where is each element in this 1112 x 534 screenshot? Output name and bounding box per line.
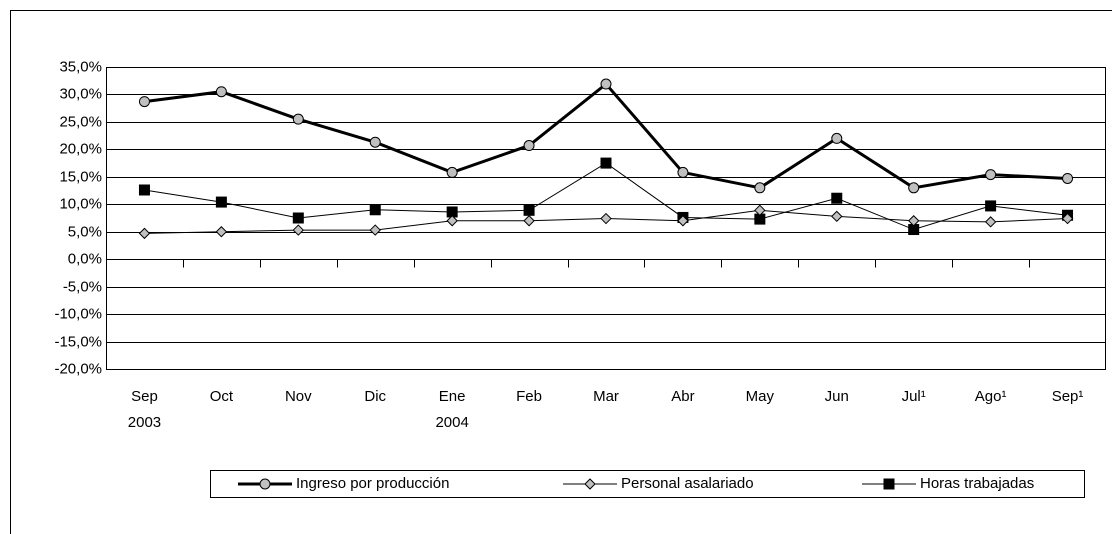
x-tick-label: Nov [285, 388, 312, 405]
marker [523, 215, 535, 227]
x-tick-label: Ene 2004 [435, 388, 468, 431]
x-tick-label: Jul¹ [902, 388, 926, 405]
marker [138, 184, 150, 196]
x-tick-label: Feb [516, 388, 542, 405]
y-tick-label: 20,0% [59, 140, 102, 157]
marker [446, 215, 458, 227]
marker [908, 182, 920, 194]
marker [985, 200, 997, 212]
series [138, 204, 1074, 240]
marker [584, 478, 596, 490]
y-tick-label: -15,0% [54, 333, 102, 350]
marker [754, 204, 766, 217]
marker [369, 136, 381, 148]
y-tick-label: 25,0% [59, 113, 102, 130]
marker [600, 157, 612, 169]
marker [369, 204, 381, 216]
marker [883, 478, 895, 490]
marker [677, 215, 689, 227]
marker [138, 227, 151, 240]
marker [1061, 212, 1074, 225]
legend-item: Horas trabajadas [862, 475, 1034, 492]
marker [985, 169, 997, 181]
marker [259, 478, 271, 490]
marker [831, 210, 843, 223]
marker [523, 204, 535, 216]
marker [292, 113, 304, 125]
x-tick-label: Sep¹ [1052, 388, 1084, 405]
legend-label: Horas trabajadas [920, 475, 1034, 492]
marker [215, 196, 227, 208]
legend-item: Personal asalariado [563, 475, 754, 492]
marker [831, 192, 843, 204]
marker [215, 86, 227, 98]
marker [600, 78, 612, 90]
marker [215, 226, 228, 238]
marker [677, 166, 689, 178]
marker [754, 182, 766, 194]
y-tick-label: 0,0% [68, 250, 102, 267]
legend-label: Ingreso por producción [296, 475, 449, 492]
y-tick-label: -5,0% [63, 278, 102, 295]
marker [984, 216, 997, 228]
x-tick-label: Oct [210, 388, 234, 405]
y-tick-label: 15,0% [59, 168, 102, 185]
marker [446, 166, 458, 178]
marker [369, 224, 381, 236]
y-tick-label: 35,0% [59, 58, 102, 75]
legend-label: Personal asalariado [621, 475, 754, 492]
x-tick-label: Sep 2003 [128, 388, 161, 431]
x-tick-label: May [746, 388, 775, 405]
y-tick-label: 5,0% [68, 223, 102, 240]
x-tick-label: Dic [364, 388, 386, 405]
x-tick-label: Jun [825, 388, 849, 405]
marker [1062, 172, 1074, 184]
y-tick-label: 10,0% [59, 195, 102, 212]
x-tick-label: Abr [671, 388, 694, 405]
marker [907, 215, 920, 227]
x-tick-label: Ago¹ [975, 388, 1007, 405]
y-tick-label: -10,0% [54, 305, 102, 322]
legend-item: Ingreso por producción [238, 475, 449, 492]
y-tick-label: 30,0% [59, 85, 102, 102]
marker [138, 96, 150, 108]
marker [600, 212, 612, 225]
marker [292, 212, 304, 224]
marker [292, 224, 305, 236]
legend [210, 470, 1085, 498]
y-tick-label: -20,0% [54, 360, 102, 377]
marker [523, 140, 535, 152]
chart-frame [10, 10, 1112, 534]
marker [831, 132, 843, 144]
x-tick-label: Mar [593, 388, 619, 405]
series [138, 78, 1074, 194]
